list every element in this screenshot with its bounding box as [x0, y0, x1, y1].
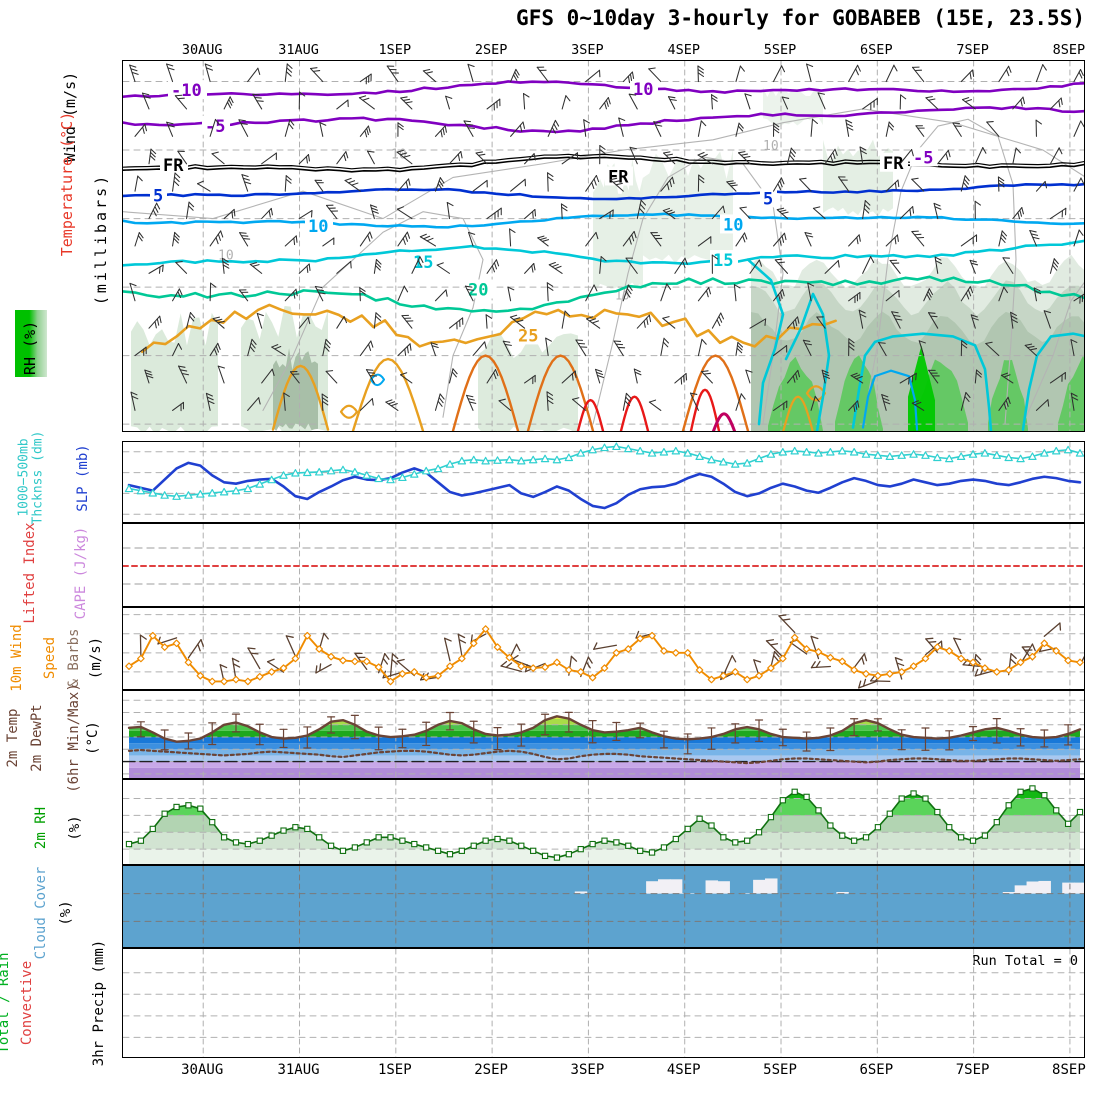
svg-text:10: 10 [218, 249, 234, 264]
svg-text:10: 10 [308, 217, 328, 237]
y-tick-mark [122, 652, 123, 653]
y-tick-mark [122, 81, 123, 82]
svg-text:5: 5 [763, 189, 773, 209]
date-tick-5sep: 5SEP [763, 1062, 797, 1078]
svg-text:15: 15 [413, 253, 433, 273]
svg-text:-5: -5 [205, 117, 225, 137]
y-tick-mark [122, 584, 123, 585]
svg-text:25: 25 [518, 326, 538, 346]
date-tick-8sep: 8SEP [1052, 42, 1086, 58]
y-tick-mark [122, 1015, 123, 1016]
date-tick-1sep: 1SEP [377, 1062, 412, 1078]
y-tick-mark [122, 287, 123, 288]
label-precip-convective: Convective [19, 960, 35, 1046]
date-tick-30aug: 30AUG [181, 42, 223, 58]
svg-text:15: 15 [713, 251, 733, 271]
svg-text:5: 5 [153, 187, 163, 207]
label-dewpt2m: 2m DewPt [29, 704, 45, 772]
y-tick-mark [122, 712, 123, 713]
label-millibars: (millibars) [92, 172, 110, 306]
date-tick-4sep: 4SEP [667, 42, 700, 58]
date-tick-31aug: 31AUG [278, 42, 319, 58]
svg-text:10: 10 [723, 215, 743, 235]
panel-10m-wind[interactable]: 02468 [122, 607, 1085, 690]
y-tick-mark [122, 493, 123, 494]
y-tick-mark [122, 472, 123, 473]
y-tick-mark [122, 424, 123, 425]
y-tick-mark [122, 773, 123, 774]
y-tick-mark [122, 798, 123, 799]
date-tick-6sep: 6SEP [860, 42, 893, 58]
label-cloud-cover: Cloud Cover [33, 866, 49, 960]
label-precip-unit: 3hr Precip (mm) [91, 939, 107, 1067]
y-tick-mark [122, 749, 123, 750]
svg-text:FR: FR [163, 156, 184, 176]
date-tick-7sep: 7SEP [956, 42, 989, 58]
y-tick-mark [122, 832, 123, 833]
y-tick-mark [122, 514, 123, 515]
date-tick-1sep: 1SEP [378, 42, 412, 58]
label-cloud-unit: (%) [58, 900, 74, 926]
y-tick-mark [122, 548, 123, 549]
y-tick-mark [122, 633, 123, 634]
run-total-label: Run Total = 0 [972, 953, 1078, 969]
y-tick-mark [122, 671, 123, 672]
svg-text:-5: -5 [913, 148, 933, 168]
y-tick-mark [122, 1037, 123, 1038]
y-tick-mark [122, 737, 123, 738]
page-title: GFS 0~10day 3-hourly for GOBABEB (15E, 2… [516, 6, 1085, 30]
panel-precipitation[interactable]: Run Total = 0 00.20.40.60.8 [122, 948, 1085, 1058]
svg-text:-10: -10 [171, 81, 202, 101]
label-temp2m: 2m Temp [5, 708, 21, 768]
y-tick-mark [122, 849, 123, 850]
panel-2m-temp-dewpoint[interactable]: −8081624324048 [122, 690, 1085, 779]
date-tick-8sep: 8SEP [1052, 1062, 1086, 1078]
y-tick-mark [122, 150, 123, 151]
date-tick-2sep: 2SEP [474, 1062, 508, 1078]
y-tick-mark [122, 815, 123, 816]
svg-text:FR: FR [883, 154, 904, 174]
y-tick-mark [122, 994, 123, 995]
svg-text:20: 20 [468, 281, 488, 301]
y-tick-mark [122, 566, 123, 567]
y-tick-mark [122, 724, 123, 725]
svg-text:10: 10 [391, 147, 407, 162]
y-tick-mark [122, 451, 123, 452]
label-rh-upper-text: RH (%) [21, 320, 39, 375]
y-tick-mark [122, 972, 123, 973]
date-tick-31aug: 31AUG [277, 1062, 320, 1078]
label-precip-total: Total / Rain [0, 952, 12, 1054]
date-tick-3sep: 3SEP [570, 1062, 605, 1078]
label-rh-upper [15, 310, 47, 377]
y-tick-mark [122, 602, 123, 603]
date-tick-5sep: 5SEP [763, 42, 797, 58]
side-label-column: Wind (m/s) Temperature (°C) RH (%) (mill… [0, 0, 122, 1100]
y-tick-mark [122, 530, 123, 531]
date-tick-4sep: 4SEP [666, 1062, 701, 1078]
date-tick-7sep: 7SEP [955, 1062, 990, 1078]
panel-cloud-cover[interactable]: highmiddlelow [122, 865, 1085, 948]
top-date-axis: 30AUG 31AUG 1SEP 2SEP 3SEP 4SEP 5SEP 6SEP 7SEP 8S… [122, 42, 1085, 60]
date-tick-30aug: 30AUG [181, 1062, 224, 1078]
y-tick-mark [122, 355, 123, 356]
y-tick-mark [122, 761, 123, 762]
panel-upper-air-sounding[interactable]: 10101010-1010-5-5FRFRFR55101015152025500… [122, 60, 1085, 432]
y-tick-mark [122, 218, 123, 219]
panel-2m-rh[interactable]: 20406080 [122, 779, 1085, 865]
date-tick-6sep: 6SEP [859, 1062, 894, 1078]
panel-lifted-index-cape[interactable]: −6−3036 [122, 523, 1085, 607]
label-temp-unit: (°C) [85, 721, 101, 755]
date-tick-2sep: 2SEP [474, 42, 508, 58]
svg-text:10: 10 [763, 139, 779, 154]
date-tick-3sep: 3SEP [571, 42, 604, 58]
y-tick-mark [122, 614, 123, 615]
panel-slp-thickness[interactable]: 1020101710141011580576572568 [122, 441, 1085, 523]
y-tick-mark [122, 700, 123, 701]
label-temperature: Temperature (°C) [58, 111, 76, 257]
svg-text:10: 10 [633, 80, 653, 100]
bottom-date-axis: 30AUG 31AUG 1SEP 2SEP 3SEP 4SEP 5SEP 6SEP 7SEP 8S… [122, 1062, 1086, 1082]
